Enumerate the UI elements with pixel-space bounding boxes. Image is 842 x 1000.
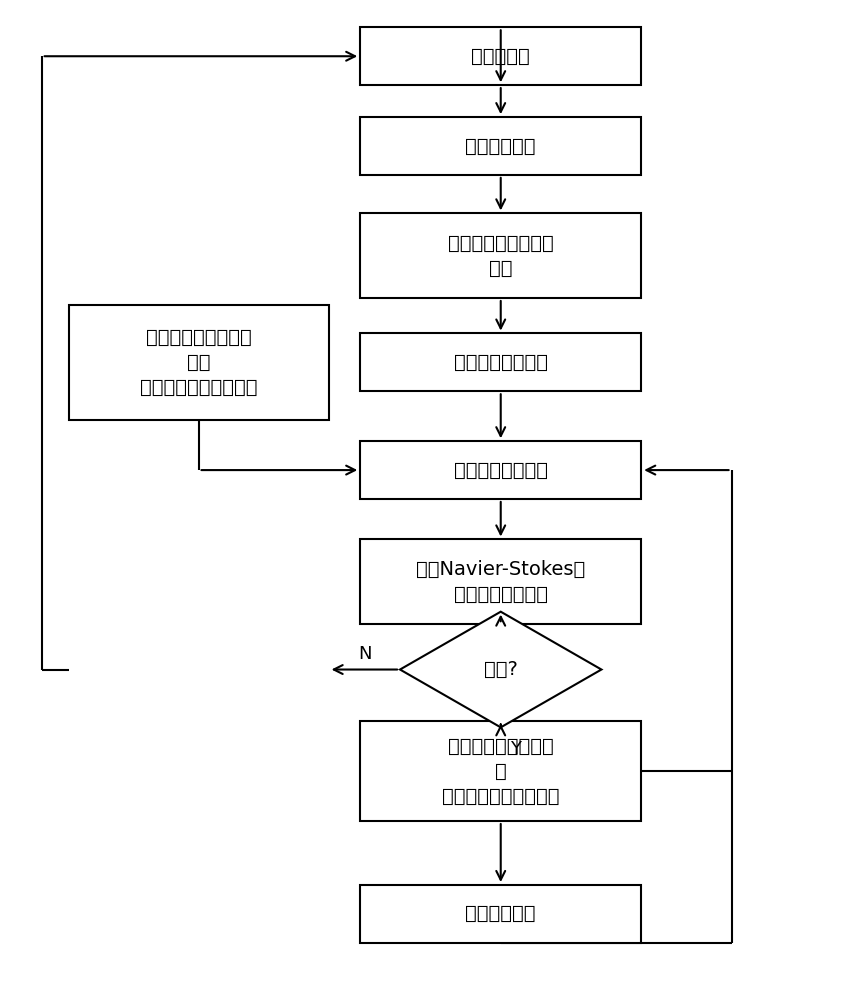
FancyBboxPatch shape [360,539,642,624]
Text: 动态区域提取: 动态区域提取 [466,136,536,155]
FancyBboxPatch shape [360,27,642,85]
Text: 输入帧图像: 输入帧图像 [472,47,530,66]
FancyBboxPatch shape [360,441,642,499]
Polygon shape [400,612,601,727]
FancyBboxPatch shape [360,885,642,943]
Text: 烟雾根候选点计算: 烟雾根候选点计算 [454,461,548,480]
FancyBboxPatch shape [68,305,328,420]
FancyBboxPatch shape [360,213,642,298]
FancyBboxPatch shape [360,721,642,821]
Text: 存在烟雾的历史帧信
息
（方向、颜色、坐标）: 存在烟雾的历史帧信 息 （方向、颜色、坐标） [442,737,559,806]
Text: 形态学处理生成连通
区域: 形态学处理生成连通 区域 [448,234,553,278]
Text: 基于Navier-Stokes方
程的流体力学模型: 基于Navier-Stokes方 程的流体力学模型 [416,560,585,604]
FancyBboxPatch shape [360,333,642,391]
Text: N: N [358,645,371,663]
FancyBboxPatch shape [360,117,642,175]
Text: 标记烟雾区域: 标记烟雾区域 [466,904,536,923]
Text: Y: Y [510,740,521,758]
Text: 连通区域骨骼提取: 连通区域骨骼提取 [454,353,548,372]
Text: 烟雾?: 烟雾? [484,660,518,679]
Text: 不存在烟雾的历史帧
信息
（方向、颜色、坐标）: 不存在烟雾的历史帧 信息 （方向、颜色、坐标） [140,328,258,397]
